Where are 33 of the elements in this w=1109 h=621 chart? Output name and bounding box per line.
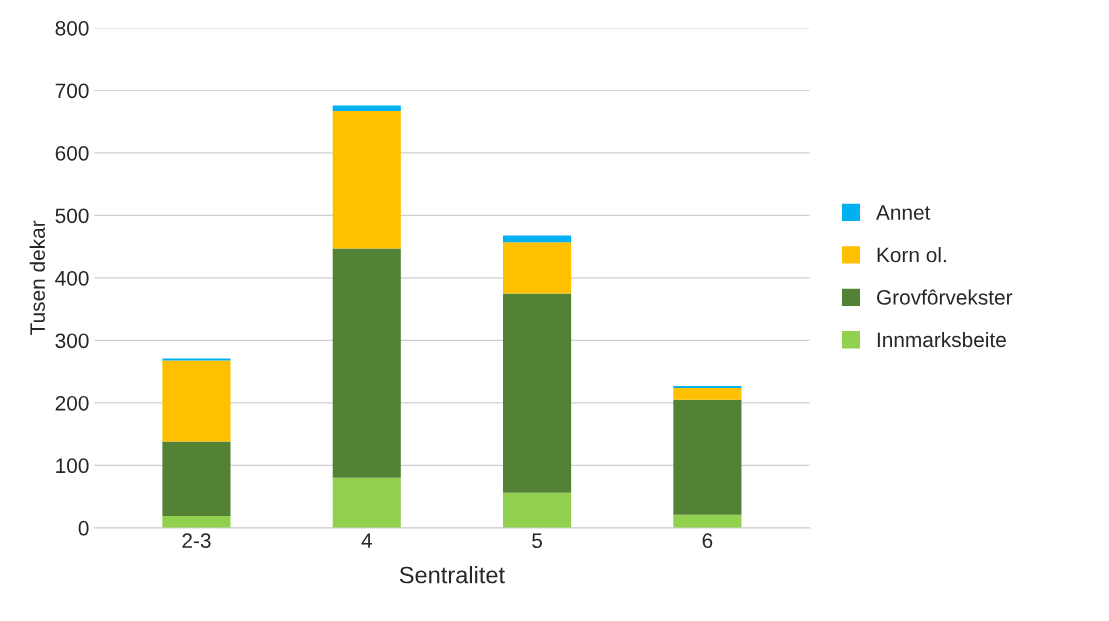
bar xyxy=(332,105,401,112)
bar xyxy=(162,360,231,442)
bar xyxy=(673,514,742,528)
legend-label: Korn ol. xyxy=(877,247,946,263)
legend-label: Innmarksbeite xyxy=(877,331,1006,348)
bar xyxy=(332,477,401,528)
y-tick-label: 700 xyxy=(55,83,89,99)
y-tick-label: 600 xyxy=(55,145,89,161)
x-axis-title: Sentralitet xyxy=(399,566,505,584)
bar xyxy=(503,235,572,243)
y-tick-label: 400 xyxy=(55,270,89,286)
x-tick-label: 4 xyxy=(361,533,372,548)
bar xyxy=(673,399,742,515)
bar xyxy=(162,441,231,516)
bar xyxy=(503,293,572,493)
legend-label: Grovfôrvekster xyxy=(877,289,1013,305)
y-tick-label: 500 xyxy=(55,208,89,224)
bar xyxy=(332,111,401,249)
x-tick-label: 5 xyxy=(532,533,542,549)
x-tick-label: 2-3 xyxy=(182,533,211,549)
x-tick-label: 6 xyxy=(702,533,713,549)
legend-label: Annet xyxy=(876,205,931,220)
bar xyxy=(503,242,572,294)
y-tick-label: 200 xyxy=(55,395,89,411)
y-tick-label: 300 xyxy=(55,333,89,349)
y-tick-label: 800 xyxy=(55,20,89,36)
bar xyxy=(162,515,231,528)
y-tick-label: 100 xyxy=(56,458,89,474)
bar xyxy=(503,492,572,528)
bar xyxy=(673,387,742,400)
bar xyxy=(332,248,401,478)
y-tick-label: 0 xyxy=(78,520,89,536)
y-axis-title: Tusen dekar xyxy=(29,220,45,335)
